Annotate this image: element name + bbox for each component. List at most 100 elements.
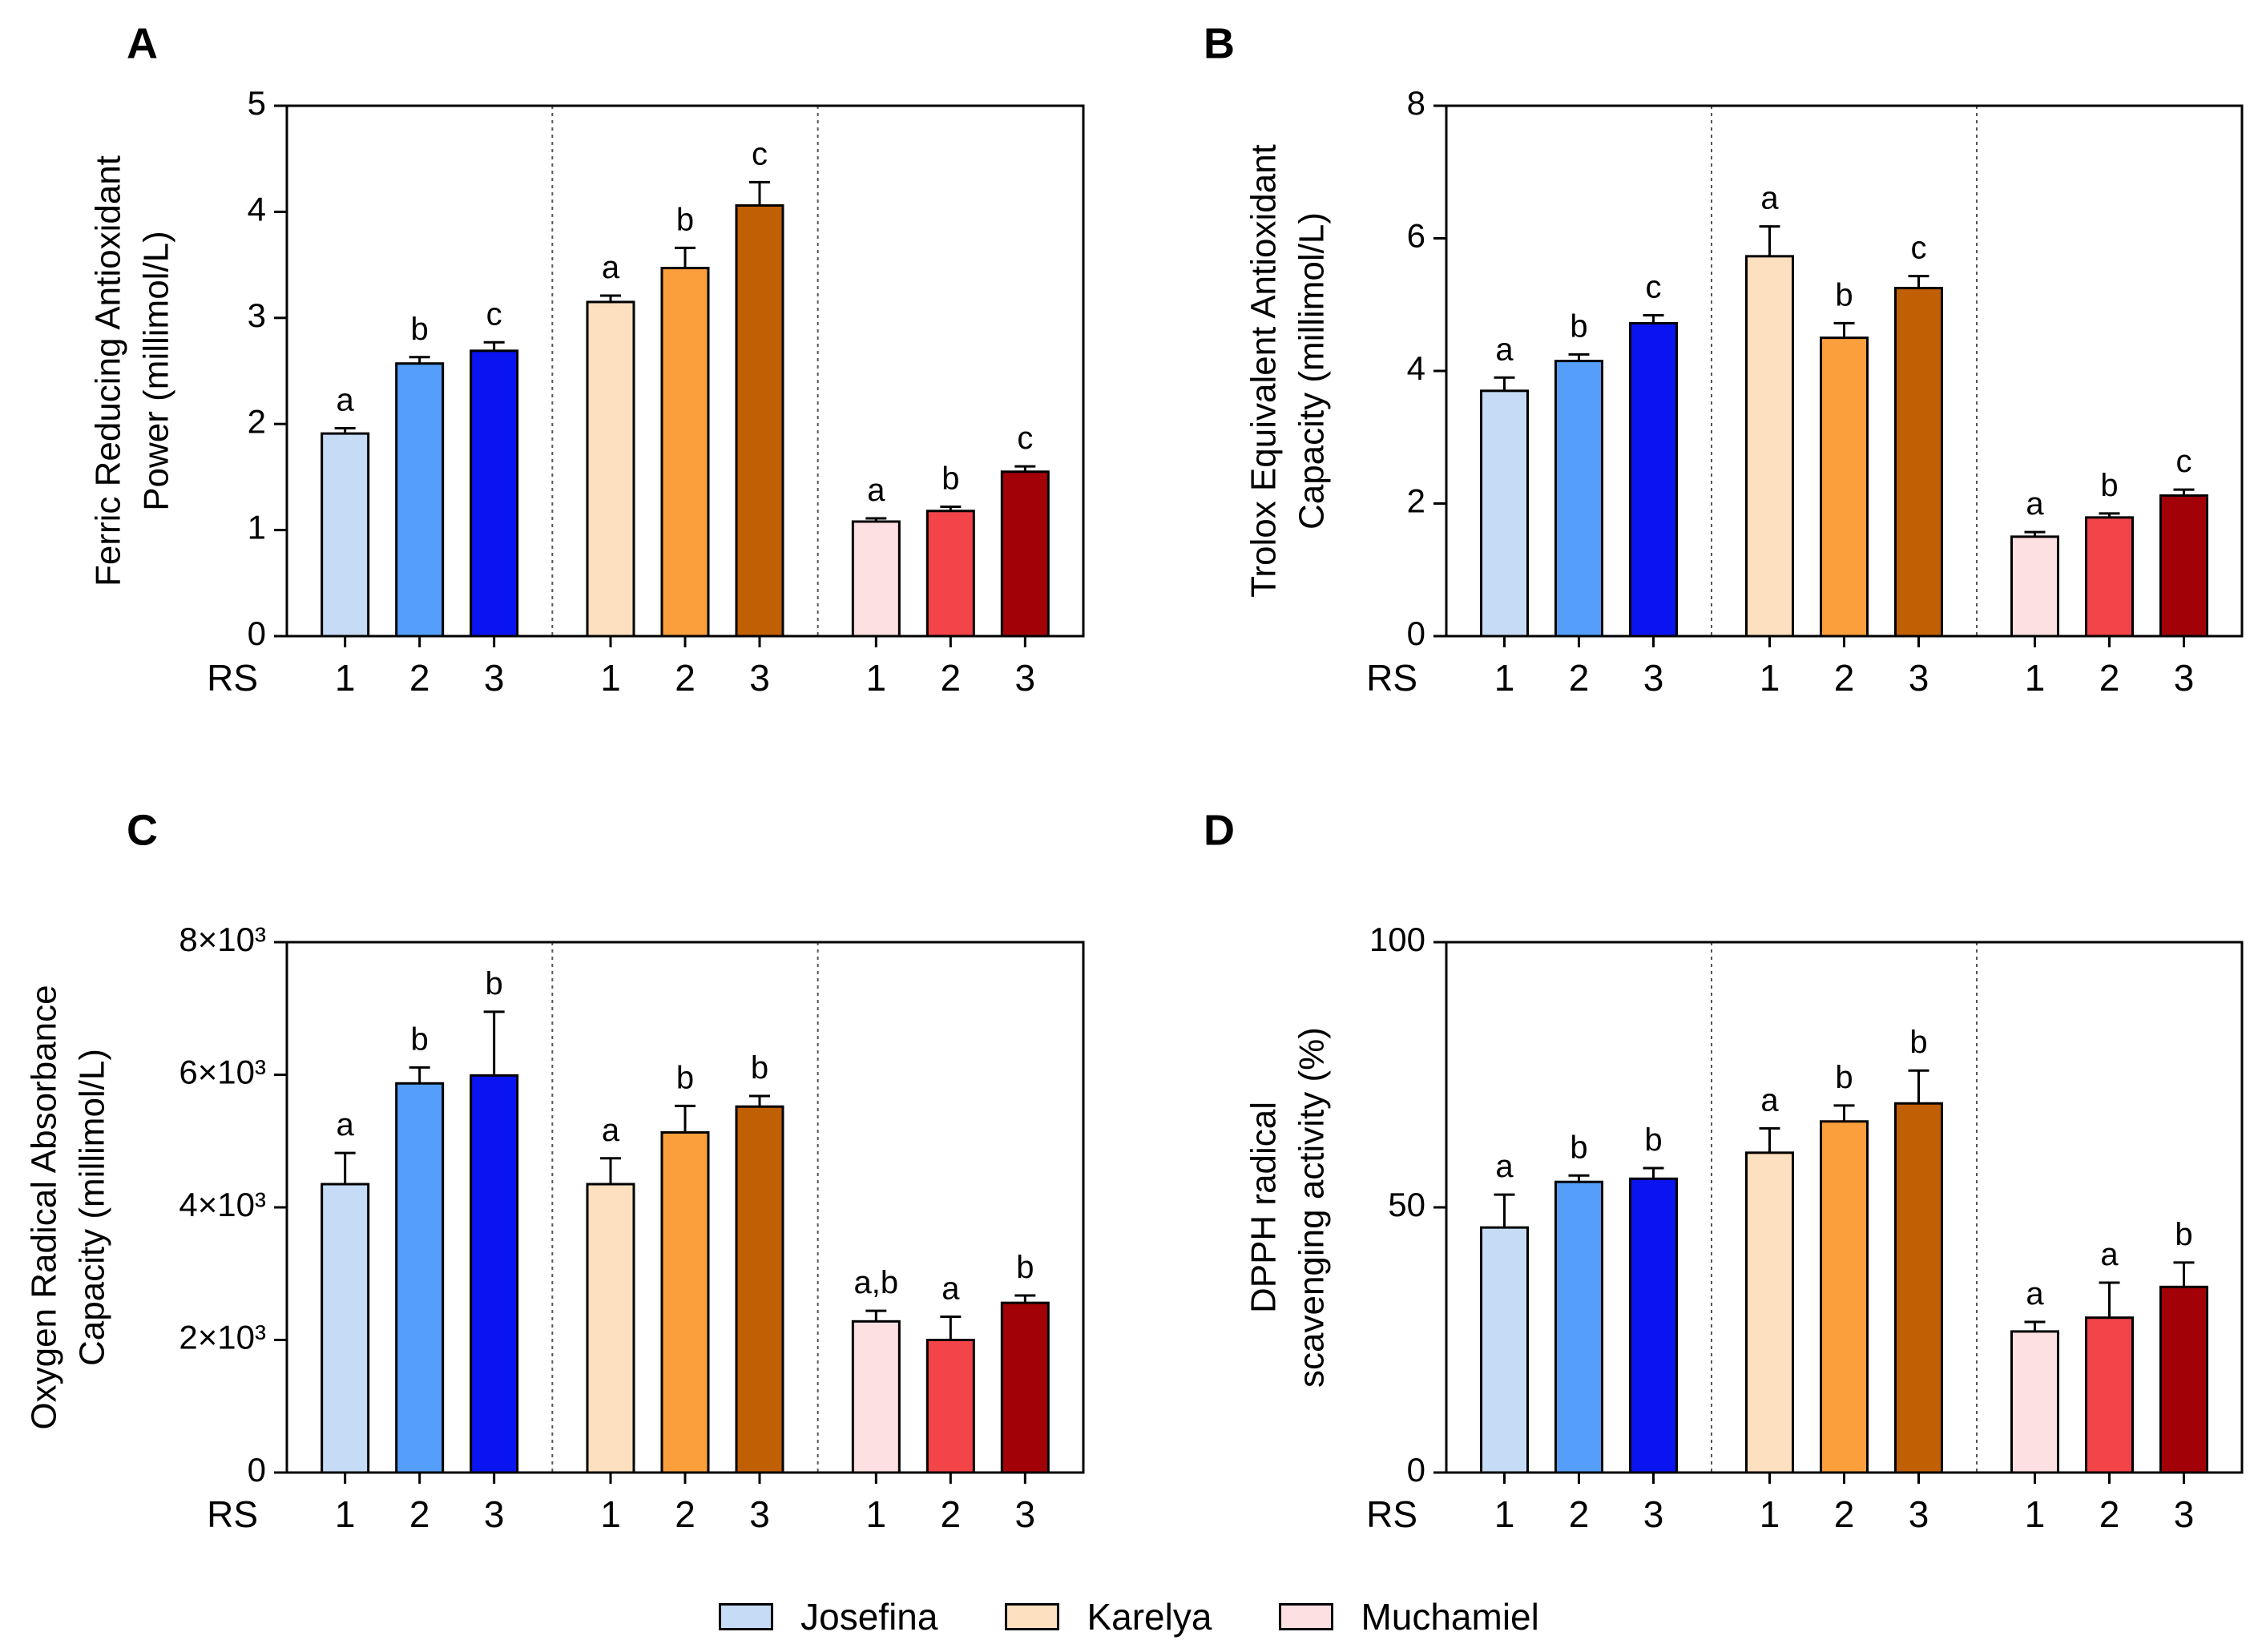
y-tick-label-a-3: 3: [248, 296, 266, 334]
y-tick-label-d-0: 0: [1407, 1451, 1425, 1489]
bar-a-karelya-rs2: [660, 267, 710, 638]
bar-b-karelya-rs1: [1745, 255, 1794, 638]
legend: Josefina Karelya Muchamiel: [0, 1591, 2258, 1642]
y-tick-label-a-4: 4: [248, 190, 266, 228]
significance-letter-b-josefina-rs1: a: [1495, 332, 1514, 367]
panel-c: C Oxygen Radical Absorbance Capacity (mill…: [25, 806, 1085, 1535]
significance-letter-b-muchamiel-rs1: a: [2026, 486, 2044, 522]
x-tick-label-a-karelya-rs3: 3: [749, 657, 770, 699]
x-tick-label-a-karelya-rs2: 2: [675, 657, 696, 699]
bar-b-muchamiel-rs2: [2085, 516, 2134, 638]
x-tick-label-c-josefina-rs3: 3: [484, 1493, 505, 1535]
x-tick-label-b-karelya-rs1: 1: [1760, 657, 1780, 699]
bar-c-muchamiel-rs3: [1000, 1301, 1050, 1474]
bar-a-muchamiel-rs2: [925, 510, 975, 638]
bar-a-josefina-rs3: [470, 349, 519, 638]
significance-letter-a-karelya-rs2: b: [676, 202, 694, 237]
x-group-label-a: RS: [207, 657, 258, 699]
significance-letter-a-josefina-rs1: a: [337, 382, 355, 417]
x-group-label-d: RS: [1366, 1493, 1417, 1535]
bar-a-karelya-rs1: [586, 300, 635, 638]
x-tick-label-c-josefina-rs1: 1: [335, 1493, 356, 1535]
x-tick-label-b-karelya-rs2: 2: [1834, 657, 1855, 699]
x-tick-label-b-muchamiel-rs2: 2: [2099, 657, 2120, 699]
y-axis-label-b-line1: Trolox Equivalent Antioxidant: [1244, 144, 1284, 598]
y-tick-label-b-2: 4: [1407, 349, 1425, 387]
x-group-label-c: RS: [207, 1493, 258, 1535]
bar-c-josefina-rs3: [470, 1074, 519, 1474]
legend-swatch-josefina: [719, 1603, 774, 1630]
bar-c-muchamiel-rs1: [851, 1320, 901, 1474]
significance-letter-b-josefina-rs2: b: [1570, 308, 1587, 344]
significance-letter-c-muchamiel-rs2: a: [942, 1271, 960, 1307]
y-tick-label-c-0: 0: [248, 1451, 266, 1489]
y-axis-label-c-line1: Oxygen Radical Absorbance: [25, 985, 64, 1429]
panel-letter-b: B: [1204, 19, 1235, 67]
x-tick-label-d-karelya-rs3: 3: [1909, 1493, 1929, 1535]
bar-c-karelya-rs2: [660, 1130, 710, 1474]
panel-letter-a: A: [127, 19, 158, 67]
significance-letter-d-karelya-rs1: a: [1760, 1082, 1779, 1118]
plot-frame-a: [285, 104, 1085, 638]
y-tick-label-c-1: 2×10³: [179, 1319, 266, 1356]
x-tick-label-c-karelya-rs1: 1: [600, 1493, 621, 1535]
significance-letter-b-muchamiel-rs2: b: [2100, 468, 2118, 503]
x-tick-label-b-muchamiel-rs1: 1: [2025, 657, 2046, 699]
y-tick-label-a-1: 1: [248, 509, 266, 546]
significance-letter-c-karelya-rs3: b: [751, 1050, 768, 1086]
y-tick-label-b-0: 0: [1407, 614, 1425, 652]
x-tick-label-b-muchamiel-rs3: 3: [2174, 657, 2195, 699]
x-tick-label-a-muchamiel-rs2: 2: [941, 657, 962, 699]
significance-letter-c-josefina-rs2: b: [411, 1021, 429, 1057]
significance-letter-d-josefina-rs1: a: [1495, 1149, 1514, 1184]
x-tick-label-c-muchamiel-rs3: 3: [1015, 1493, 1036, 1535]
bar-d-karelya-rs2: [1820, 1120, 1869, 1474]
bar-b-karelya-rs3: [1894, 287, 1943, 638]
bar-c-karelya-rs1: [586, 1183, 635, 1474]
x-tick-label-d-josefina-rs2: 2: [1569, 1493, 1590, 1535]
y-axis-label-a-line2: Power (millimol/L): [137, 231, 176, 511]
y-tick-label-a-0: 0: [248, 614, 266, 652]
x-tick-label-d-josefina-rs3: 3: [1643, 1493, 1664, 1535]
bar-c-josefina-rs1: [321, 1183, 370, 1474]
significance-letter-c-karelya-rs1: a: [602, 1113, 620, 1148]
x-tick-label-a-josefina-rs2: 2: [409, 657, 430, 699]
x-tick-label-b-josefina-rs2: 2: [1569, 657, 1590, 699]
bar-b-josefina-rs1: [1480, 389, 1529, 638]
panel-letter-c: C: [127, 806, 158, 854]
bar-a-muchamiel-rs1: [851, 520, 901, 638]
bar-c-karelya-rs3: [735, 1105, 784, 1474]
panel-d: D DPPH radical scavenging activity (%) a 1 b 2…: [1204, 806, 2244, 1535]
legend-item-josefina: Josefina: [719, 1595, 937, 1638]
significance-letter-a-josefina-rs2: b: [411, 312, 429, 347]
x-tick-label-a-josefina-rs3: 3: [484, 657, 505, 699]
significance-letter-a-karelya-rs1: a: [602, 250, 620, 285]
bar-c-josefina-rs2: [395, 1082, 445, 1474]
legend-item-karelya: Karelya: [1005, 1595, 1212, 1638]
bar-b-josefina-rs3: [1629, 321, 1678, 638]
y-tick-label-b-3: 6: [1407, 217, 1425, 255]
y-axis-label-c-line2: Capacity (millimol/L): [73, 1049, 112, 1366]
x-tick-label-b-josefina-rs3: 3: [1643, 657, 1664, 699]
x-tick-label-c-karelya-rs2: 2: [675, 1493, 696, 1535]
x-tick-label-c-karelya-rs3: 3: [749, 1493, 770, 1535]
y-tick-label-b-1: 2: [1407, 482, 1425, 520]
significance-letter-b-muchamiel-rs3: c: [2176, 444, 2192, 479]
significance-letter-a-muchamiel-rs3: c: [1017, 421, 1033, 456]
bar-d-muchamiel-rs2: [2085, 1316, 2134, 1474]
x-tick-label-b-josefina-rs1: 1: [1494, 657, 1515, 699]
bar-d-karelya-rs3: [1894, 1102, 1943, 1474]
y-axis-label-a-line1: Ferric Reducing Antioxidant: [89, 155, 128, 586]
y-tick-label-d-1: 50: [1388, 1186, 1425, 1223]
significance-letter-d-karelya-rs2: b: [1835, 1060, 1853, 1095]
significance-letter-d-muchamiel-rs2: a: [2100, 1237, 2119, 1272]
significance-letter-b-josefina-rs3: c: [1646, 269, 1662, 304]
bar-d-josefina-rs3: [1629, 1177, 1678, 1474]
significance-letter-c-muchamiel-rs3: b: [1016, 1250, 1034, 1285]
panel-a: A Ferric Reducing Antioxidant Power (milli…: [89, 19, 1085, 699]
legend-item-muchamiel: Muchamiel: [1279, 1595, 1539, 1638]
bar-c-muchamiel-rs2: [925, 1339, 975, 1474]
x-group-label-b: RS: [1366, 657, 1417, 699]
bar-b-muchamiel-rs1: [2010, 535, 2059, 638]
